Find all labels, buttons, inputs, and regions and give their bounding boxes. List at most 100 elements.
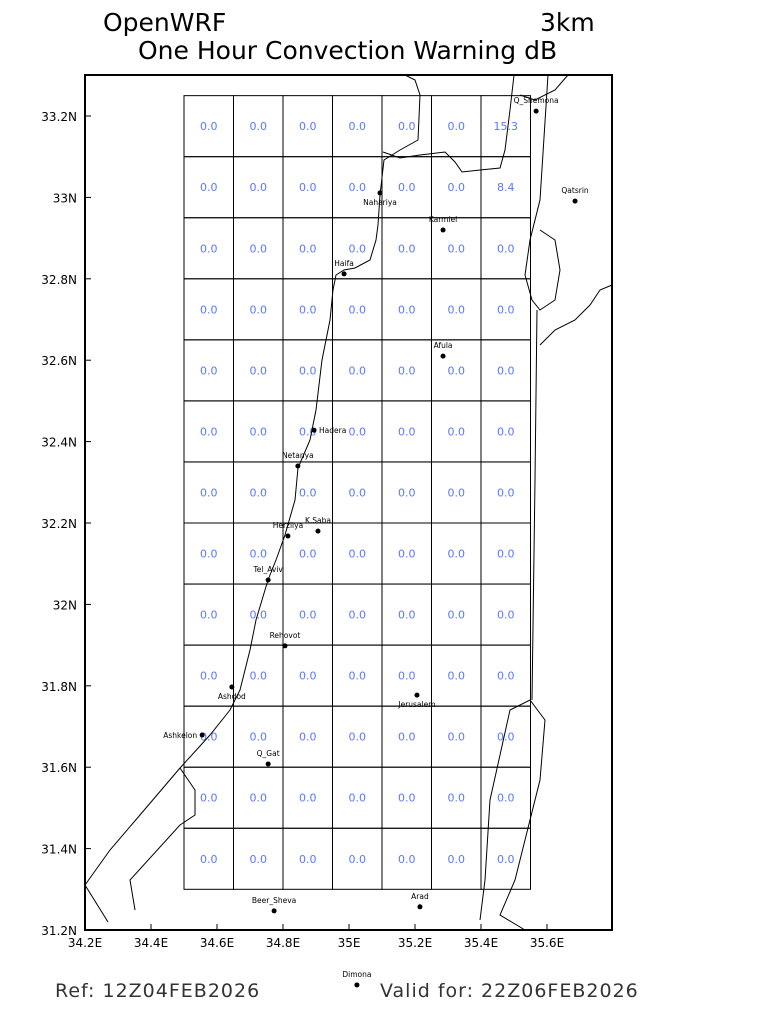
x-tick-label: 35E	[338, 936, 361, 950]
cell-value: 0.0	[398, 853, 416, 866]
cell-value: 0.0	[398, 548, 416, 561]
city-label: Arad	[411, 892, 429, 901]
cell-value: 0.0	[398, 792, 416, 805]
cell-value: 0.0	[250, 792, 268, 805]
city-marker	[271, 908, 277, 914]
cell-value: 0.0	[497, 364, 515, 377]
cell-value: 0.0	[299, 548, 317, 561]
city-marker	[572, 198, 578, 204]
cell-value: 0.0	[349, 242, 367, 255]
x-tick-label: 34.8E	[266, 936, 300, 950]
city-marker	[341, 271, 347, 277]
city-marker	[311, 427, 317, 433]
city-label: Q_Shemona	[514, 96, 559, 105]
cell-value: 0.0	[250, 853, 268, 866]
y-tick-label: 32.4N	[41, 436, 77, 450]
y-tick-label: 33.2N	[41, 110, 77, 124]
grid-cells: 0.0 0.0 0.0 0.0 0.0 0.0 15.3 0.0 0.0 0.0 0.0 0.0 0.0…	[183, 95, 531, 890]
cell-value: 0.0	[299, 242, 317, 255]
golan-border	[519, 74, 569, 101]
cell-value: 0.0	[250, 364, 268, 377]
x-tick-label: 35.6E	[530, 936, 564, 950]
cell-value: 0.0	[497, 853, 515, 866]
cell-value: 0.0	[299, 670, 317, 683]
cell-value: 0.0	[448, 425, 466, 438]
cell-value: 0.0	[349, 731, 367, 744]
cell-value: 0.0	[448, 731, 466, 744]
city-marker	[315, 528, 321, 534]
cell-value: 0.0	[299, 731, 317, 744]
cell-value: 0.0	[448, 792, 466, 805]
cell-value: 0.0	[349, 670, 367, 683]
cell-value: 0.0	[497, 609, 515, 622]
city-label: Haifa	[334, 259, 354, 268]
cell-value: 0.0	[200, 548, 218, 561]
cell-value: 0.0	[398, 731, 416, 744]
y-tick-label: 33N	[53, 191, 77, 205]
city-marker	[354, 982, 360, 988]
cell-value: 0.0	[497, 548, 515, 561]
cell-value: 0.0	[200, 303, 218, 316]
city-label: Q_Gat	[257, 749, 280, 758]
city-marker	[295, 463, 301, 469]
city-marker	[417, 904, 423, 910]
cell-value: 0.0	[299, 364, 317, 377]
axis-ticks: 34.2E 34.4E 34.6E 34.8E 35E 35.2E 35.4E 35.6E 33…	[41, 110, 564, 950]
title: OpenWRF	[103, 8, 226, 37]
cell-value: 0.0	[497, 670, 515, 683]
cell-value: 0.0	[250, 120, 268, 133]
y-tick-label: 32.2N	[41, 517, 77, 531]
cell-value: 0.0	[200, 181, 218, 194]
cell-value: 0.0	[250, 425, 268, 438]
x-tick-label: 34.4E	[134, 936, 168, 950]
ref-time: Ref: 12Z04FEB2026	[55, 980, 260, 1002]
grid-cell	[480, 827, 531, 890]
cell-value: 0.0	[349, 853, 367, 866]
cell-value: 0.0	[497, 792, 515, 805]
city-label: Beer_Sheva	[252, 896, 296, 905]
cell-value: 0.0	[497, 242, 515, 255]
cell-value: 0.0	[497, 303, 515, 316]
cell-value: 0.0	[448, 609, 466, 622]
city-label: Qatsrin	[561, 186, 589, 195]
cell-value: 0.0	[448, 486, 466, 499]
cell-value: 0.0	[349, 303, 367, 316]
city-marker	[533, 108, 539, 114]
city-label: K.Saba	[305, 516, 331, 525]
gaza-border	[129, 767, 196, 911]
cell-value: 0.0	[250, 548, 268, 561]
cell-value: 0.0	[398, 425, 416, 438]
x-tick-label: 35.4E	[464, 936, 498, 950]
cell-value: 0.0	[200, 242, 218, 255]
cell-value: 0.0	[349, 609, 367, 622]
coastline	[84, 74, 421, 886]
cell-value: 0.0	[398, 364, 416, 377]
city-marker	[414, 692, 420, 698]
cell-value: 0.0	[250, 609, 268, 622]
egypt-border	[84, 884, 109, 923]
city-label: Herzliya	[273, 521, 303, 530]
cities: Q_Shemona Qatsrin Nahariya Karmiel Haifa Aful…	[163, 96, 589, 988]
cell-value: 0.0	[398, 609, 416, 622]
cell-value: 0.0	[497, 486, 515, 499]
city-marker	[285, 533, 291, 539]
city-marker	[229, 684, 235, 690]
cell-value: 0.0	[200, 853, 218, 866]
cell-value: 0.0	[448, 181, 466, 194]
cell-value: 0.0	[398, 486, 416, 499]
cell-value: 0.0	[349, 120, 367, 133]
city-label: Ashdod	[218, 692, 246, 701]
y-tick-label: 31.8N	[41, 680, 77, 694]
x-tick-label: 35.2E	[398, 936, 432, 950]
golan-east	[539, 284, 613, 346]
cell-value: 0.0	[398, 670, 416, 683]
city-marker	[265, 577, 271, 583]
city-marker	[377, 190, 383, 196]
cell-value: 0.0	[200, 486, 218, 499]
cell-value: 0.0	[448, 303, 466, 316]
city-label: Jerusalem	[397, 700, 435, 709]
y-tick-label: 32.8N	[41, 273, 77, 287]
cell-value: 0.0	[398, 242, 416, 255]
cell-value: 0.0	[250, 486, 268, 499]
